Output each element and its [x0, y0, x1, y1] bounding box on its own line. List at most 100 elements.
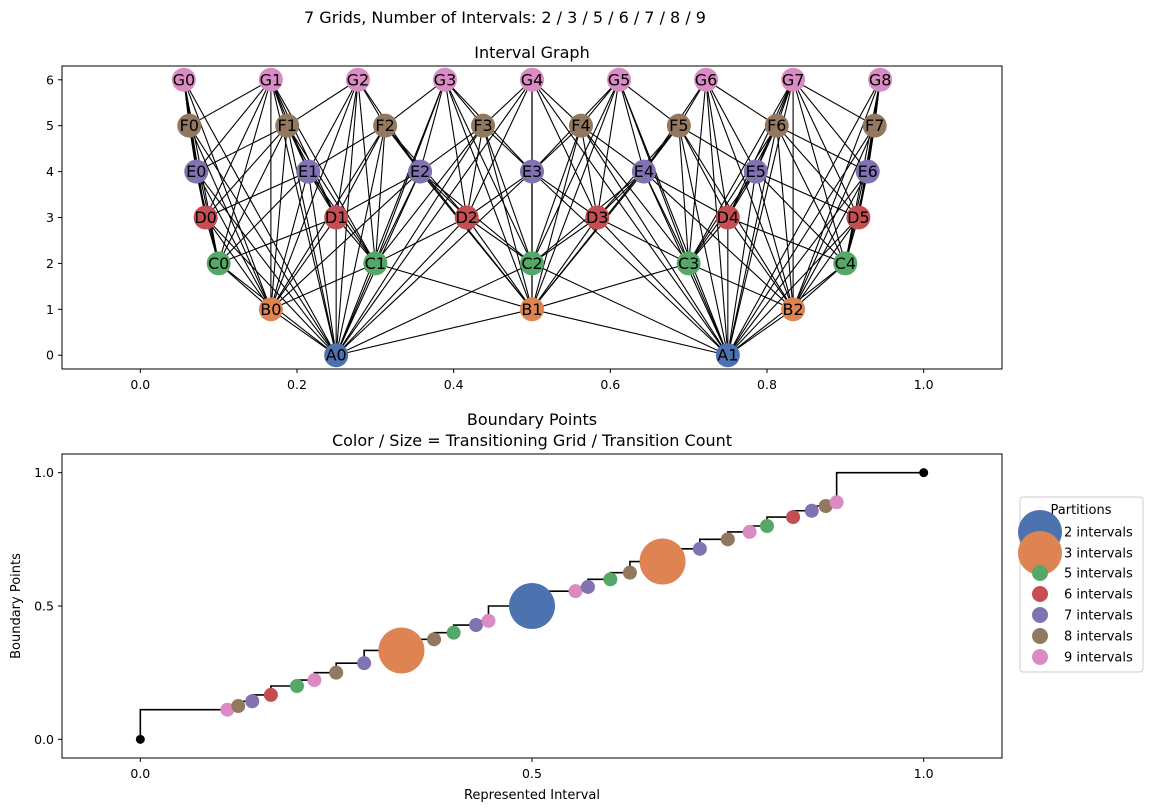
- legend-label: 7 intervals: [1064, 609, 1133, 624]
- node-label: G7: [782, 70, 805, 89]
- graph-edge: [195, 79, 272, 172]
- boundary-point: [639, 538, 686, 585]
- graph-edge: [688, 79, 794, 264]
- node-d5: [846, 205, 871, 230]
- boundary-point: [804, 503, 819, 518]
- graph-edge: [678, 125, 690, 264]
- graph-edge: [444, 79, 468, 218]
- y-tick-label: 6: [46, 72, 54, 87]
- node-b0: [258, 297, 283, 322]
- graph-edge: [482, 125, 533, 264]
- boundary-points-subtitle: Color / Size = Transitioning Grid / Tran…: [332, 431, 732, 450]
- graph-edge: [270, 79, 376, 264]
- node-label: C1: [365, 254, 386, 273]
- graph-edge: [270, 125, 288, 310]
- legend-marker: [1032, 565, 1048, 581]
- node-g3: [432, 67, 457, 92]
- graph-edge: [618, 79, 680, 127]
- x-tick-label: 0.5: [522, 766, 542, 781]
- boundary-points: [135, 468, 929, 744]
- graph-edge: [643, 171, 794, 310]
- node-c1: [363, 251, 388, 276]
- node-label: E6: [858, 162, 878, 181]
- interval-graph-x-ticks: 0.0 0.2 0.4 0.6 0.8 1.0: [130, 369, 934, 392]
- graph-edge: [183, 79, 337, 356]
- boundary-point: [786, 510, 801, 525]
- legend-marker: [1018, 531, 1062, 575]
- node-f1: [275, 113, 300, 138]
- graph-edge: [776, 125, 868, 173]
- graph-edge: [688, 125, 778, 264]
- graph-edge: [776, 125, 859, 218]
- node-label: B0: [260, 300, 281, 319]
- graph-edge: [596, 217, 729, 356]
- endpoint-marker: [135, 734, 145, 744]
- node-label: F0: [180, 116, 199, 135]
- node-f5: [666, 113, 691, 138]
- endpoint-marker: [919, 468, 929, 478]
- boundary-point: [446, 625, 461, 640]
- graph-edge: [792, 79, 846, 264]
- graph-edge: [307, 79, 359, 172]
- graph-edge: [755, 171, 846, 264]
- node-g4: [520, 67, 544, 92]
- graph-edge: [466, 217, 533, 264]
- y-tick-label: 4: [46, 164, 54, 179]
- graph-edge: [374, 125, 484, 264]
- legend-label: 3 intervals: [1064, 547, 1133, 562]
- x-tick-label: 0.0: [130, 377, 150, 392]
- graph-edge: [755, 171, 859, 219]
- y-tick-label: 5: [46, 118, 54, 133]
- graph-edge: [531, 262, 689, 310]
- graph-edge: [444, 79, 533, 310]
- graph-edge: [195, 171, 272, 310]
- node-c4: [833, 251, 858, 276]
- y-tick-label: 0: [46, 348, 54, 363]
- node-label: F2: [375, 116, 394, 135]
- graph-edge: [384, 79, 446, 127]
- node-c2: [520, 251, 544, 276]
- node-g0: [171, 67, 196, 92]
- graph-edge: [727, 216, 846, 264]
- node-e4: [631, 159, 656, 184]
- graph-edge: [597, 217, 689, 264]
- graph-edge: [270, 79, 359, 310]
- node-label: B2: [783, 300, 804, 319]
- y-tick-label: 0.5: [34, 599, 54, 614]
- graph-edge: [482, 125, 533, 310]
- graph-edge: [688, 262, 794, 310]
- graph-edge: [335, 171, 533, 356]
- graph-edge: [205, 79, 272, 218]
- node-label: B1: [521, 300, 542, 319]
- graph-edge: [205, 217, 272, 310]
- boundary-point: [603, 572, 618, 587]
- graph-edge: [466, 125, 484, 218]
- node-label: E2: [410, 162, 430, 181]
- node-label: D3: [586, 208, 609, 227]
- node-d4: [715, 205, 740, 230]
- graph-edge: [286, 125, 337, 356]
- graph-edge: [336, 308, 533, 356]
- boundary-point: [290, 679, 304, 693]
- boundary-point: [481, 613, 496, 628]
- node-label: C0: [208, 254, 229, 273]
- node-g8: [868, 67, 893, 92]
- boundary-point: [692, 541, 707, 556]
- graph-edge: [727, 79, 794, 218]
- boundary-point: [720, 532, 735, 547]
- x-tick-label: 1.0: [914, 377, 934, 392]
- graph-edge: [531, 308, 728, 356]
- graph-edge: [792, 79, 869, 172]
- graph-edge: [531, 217, 598, 264]
- x-tick-label: 0.6: [600, 377, 620, 392]
- boundary-points-title: Boundary Points: [467, 410, 597, 429]
- boundary-point: [829, 495, 844, 510]
- graph-edge: [792, 125, 876, 310]
- legend-label: 9 intervals: [1064, 651, 1133, 666]
- y-tick-label: 1: [46, 302, 54, 317]
- graph-edge: [270, 308, 337, 356]
- boundary-point: [378, 627, 425, 674]
- graph-edge: [270, 262, 376, 310]
- boundary-point: [742, 524, 757, 539]
